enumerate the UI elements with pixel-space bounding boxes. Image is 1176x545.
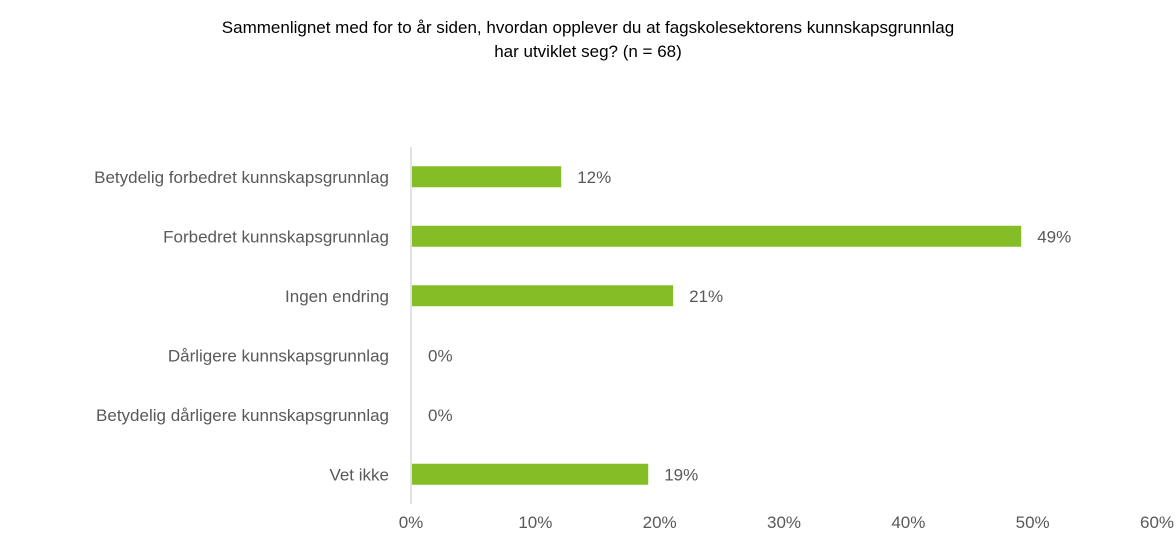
category-label: Betydelig forbedret kunnskapsgrunnlag bbox=[94, 168, 389, 187]
category-label: Forbedret kunnskapsgrunnlag bbox=[163, 227, 389, 246]
x-tick-label: 20% bbox=[643, 513, 677, 532]
chart-title: Sammenlignet med for to år siden, hvorda… bbox=[0, 16, 1176, 64]
category-label: Ingen endring bbox=[285, 287, 389, 306]
bar bbox=[412, 285, 674, 307]
category-label: Betydelig dårligere kunnskapsgrunnlag bbox=[96, 406, 389, 425]
x-tick-label: 30% bbox=[767, 513, 801, 532]
category-label: Dårligere kunnskapsgrunnlag bbox=[168, 346, 389, 365]
data-label: 0% bbox=[428, 346, 453, 365]
x-tick-label: 50% bbox=[1016, 513, 1050, 532]
x-tick-label: 10% bbox=[518, 513, 552, 532]
chart-title-line-1: Sammenlignet med for to år siden, hvorda… bbox=[221, 18, 955, 37]
bar bbox=[412, 463, 649, 485]
x-tick-label: 40% bbox=[891, 513, 925, 532]
bar bbox=[412, 225, 1022, 247]
data-label: 49% bbox=[1037, 227, 1071, 246]
data-label: 12% bbox=[577, 168, 611, 187]
bar bbox=[412, 166, 562, 188]
x-tick-label: 60% bbox=[1140, 513, 1174, 532]
chart-title-line-2: har utviklet seg? (n = 68) bbox=[494, 42, 682, 61]
data-label: 0% bbox=[428, 406, 453, 425]
x-tick-label: 0% bbox=[399, 513, 424, 532]
data-label: 19% bbox=[664, 465, 698, 484]
category-label: Vet ikke bbox=[329, 465, 389, 484]
data-label: 21% bbox=[689, 287, 723, 306]
